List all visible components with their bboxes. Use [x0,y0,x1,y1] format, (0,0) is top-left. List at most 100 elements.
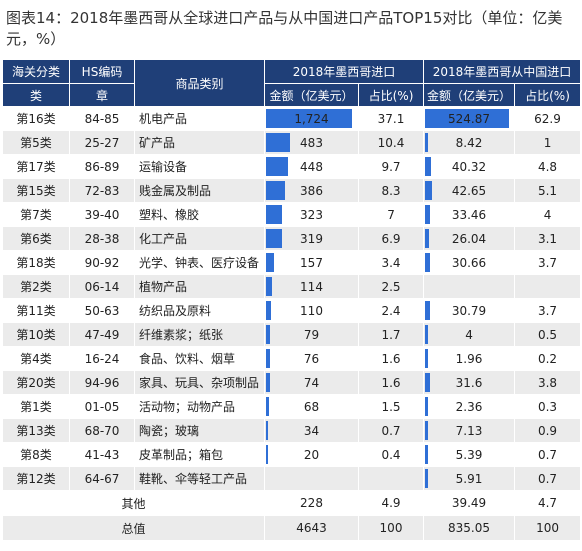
global-amount-cell: 76 [264,346,359,371]
china-amount-bar [425,109,510,128]
total-row-c-amt: 835.05 [423,515,516,541]
global-share-cell: 0.4 [357,442,425,467]
china-amount-cell: 5.39 [423,442,516,467]
china-share-cell: 4 [514,202,582,227]
china-amount-value: 8.42 [455,135,483,150]
hs-code-cell: 39-40 [69,202,135,227]
global-amount-value: 34 [303,423,320,438]
global-amount-value: 323 [300,207,323,222]
global-amount-cell: 319 [264,226,359,251]
global-share-cell: 7 [357,202,425,227]
china-amount-bar [425,229,430,248]
china-amount-cell: 42.65 [423,178,516,203]
hs-code-cell: 84-85 [69,106,135,131]
global-share-cell: 0.7 [357,418,425,443]
china-amount-cell: 33.46 [423,202,516,227]
global-amount-bar [266,301,271,320]
global-share-cell: 1.6 [357,346,425,371]
china-share-cell: 3.7 [514,298,582,323]
china-amount-cell: 8.42 [423,130,516,155]
global-amount-cell: 74 [264,370,359,395]
global-amount-cell: 157 [264,250,359,275]
global-share-cell: 10.4 [357,130,425,155]
global-amount-value: 448 [300,159,323,174]
header-global-amount: 金额（亿美元） [264,83,359,107]
hs-code-cell: 06-14 [69,274,135,299]
hs-code-cell: 94-96 [69,370,135,395]
china-amount-value: 524.87 [448,111,491,126]
global-amount-bar [266,157,288,176]
global-amount-bar [266,349,270,368]
customs-class-cell: 第20类 [2,370,70,395]
table-row: 第1类 01-05 活动物；动物产品 68 1.5 2.36 0.3 [2,394,582,419]
header-global-share: 占比(%) [357,83,425,107]
table-row: 第12类 64-67 鞋靴、伞等轻工产品 5.91 0.7 [2,466,582,491]
header-china-imports: 2018年墨西哥从中国进口 [423,59,582,84]
china-share-cell: 0.7 [514,442,582,467]
hs-code-cell: 16-24 [69,346,135,371]
global-amount-bar [266,253,274,272]
global-amount-value: 483 [300,135,323,150]
global-share-cell: 2.5 [357,274,425,299]
global-amount-bar [266,133,290,152]
global-amount-cell: 483 [264,130,359,155]
china-share-cell: 0.2 [514,346,582,371]
china-amount-value: 42.65 [451,183,487,198]
global-share-cell: 8.3 [357,178,425,203]
china-amount-value: 33.46 [451,207,487,222]
hs-code-cell: 41-43 [69,442,135,467]
table-row: 第17类 86-89 运输设备 448 9.7 40.32 4.8 [2,154,582,179]
global-amount-bar [266,277,272,296]
china-share-cell: 0.3 [514,394,582,419]
global-amount-cell: 448 [264,154,359,179]
global-share-cell: 6.9 [357,226,425,251]
global-amount-bar [266,373,270,392]
global-amount-cell: 1,724 [264,106,359,131]
category-cell: 运输设备 [134,154,265,179]
customs-class-cell: 第18类 [2,250,70,275]
global-amount-value: 114 [300,279,323,294]
header-china-amount: 金额（亿美元） [423,83,516,107]
global-amount-value: 20 [303,447,320,462]
category-cell: 贱金属及制品 [134,178,265,203]
china-amount-bar [425,397,429,416]
hs-code-cell: 72-83 [69,178,135,203]
china-share-cell: 0.9 [514,418,582,443]
category-cell: 化工产品 [134,226,265,251]
china-amount-cell: 40.32 [423,154,516,179]
china-amount-cell: 30.66 [423,250,516,275]
china-amount-cell: 1.96 [423,346,516,371]
china-share-cell: 4.8 [514,154,582,179]
global-amount-bar [266,229,282,248]
category-cell: 光学、钟表、医疗设备 [134,250,265,275]
table-row: 第2类 06-14 植物产品 114 2.5 [2,274,582,299]
customs-class-cell: 第6类 [2,226,70,251]
hs-code-cell: 64-67 [69,466,135,491]
china-share-cell: 0.5 [514,322,582,347]
china-amount-bar [425,445,429,464]
customs-class-cell: 第16类 [2,106,70,131]
customs-class-cell: 第7类 [2,202,70,227]
table-row: 第5类 25-27 矿产品 483 10.4 8.42 1 [2,130,582,155]
china-amount-value: 26.04 [451,231,487,246]
customs-class-cell: 第5类 [2,130,70,155]
category-cell: 活动物；动物产品 [134,394,265,419]
china-share-cell: 1 [514,130,582,155]
chart-title: 图表14：2018年墨西哥从全球进口产品与从中国进口产品TOP15对比（单位：亿… [6,9,563,48]
china-amount-bar [425,205,431,224]
global-share-cell [357,466,425,491]
china-share-cell [514,274,582,299]
china-amount-value: 30.79 [451,303,487,318]
china-amount-bar [425,469,429,488]
global-amount-value: 74 [303,375,320,390]
global-amount-value: 110 [300,303,323,318]
category-cell: 陶瓷；玻璃 [134,418,265,443]
global-amount-value: 1,724 [294,111,329,126]
global-amount-bar [266,397,269,416]
import-comparison-table: 海关分类 HS编码 商品类别 2018年墨西哥进口 2018年墨西哥从中国进口 … [2,59,582,541]
china-amount-cell: 7.13 [423,418,516,443]
global-amount-bar [266,181,285,200]
table-row: 第11类 50-63 纺织品及原料 110 2.4 30.79 3.7 [2,298,582,323]
china-amount-bar [425,373,431,392]
table-body: 第16类 84-85 机电产品 1,724 37.1 524.87 62.9 第5类 25-27… [2,106,582,541]
